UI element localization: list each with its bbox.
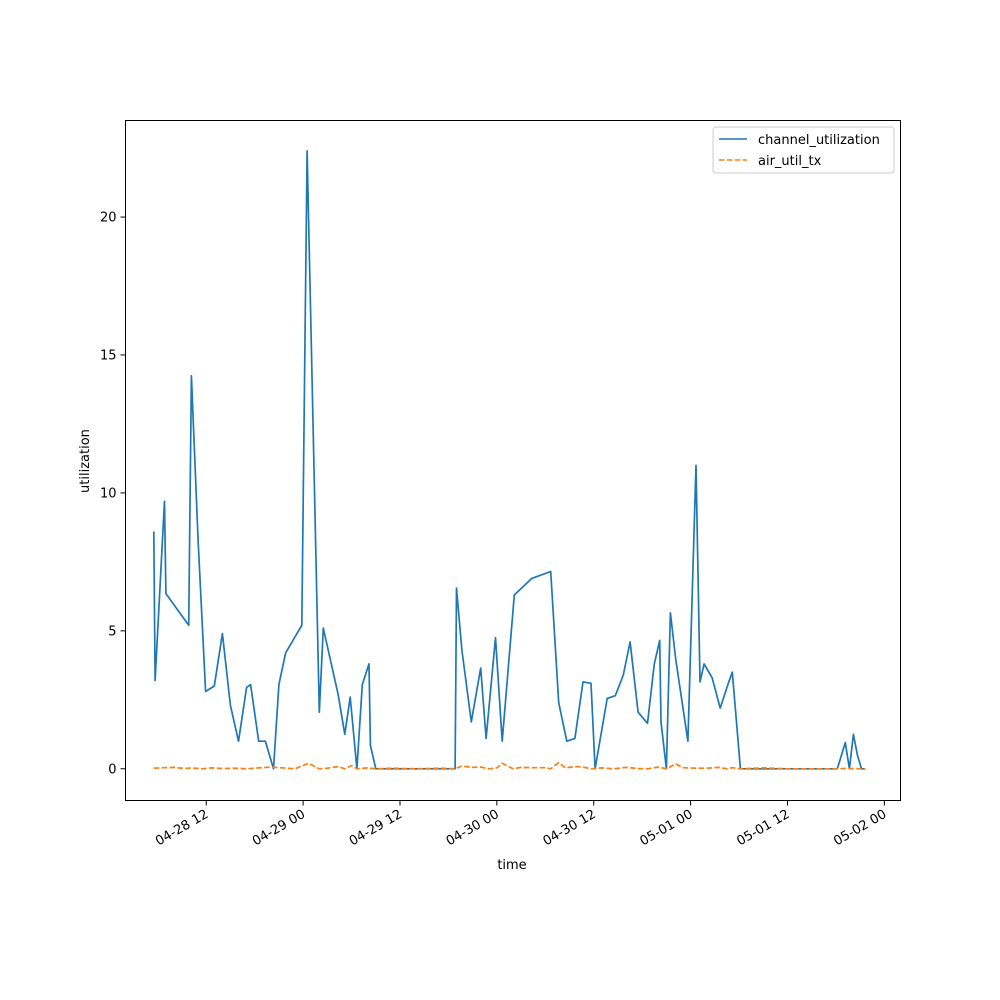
x-axis-ticks: 04-28 12 04-29 00 04-29 12 04-30 00 04-30 12…: [153, 800, 889, 849]
x-tick-label: 05-01 00: [637, 807, 695, 849]
x-tick-label: 04-30 00: [444, 807, 502, 849]
y-tick-label: 0: [108, 762, 116, 777]
series-line-channel-utilization: [152, 149, 866, 770]
legend-box: [712, 126, 895, 174]
plot-frame: [125, 120, 901, 801]
y-tick-label: 20: [100, 211, 117, 226]
x-tick-label: 04-28 12: [153, 807, 211, 849]
x-tick-label: 04-29 12: [347, 807, 405, 849]
y-axis-label: utilization: [78, 429, 93, 493]
x-axis-label: time: [497, 858, 526, 873]
series-line-air-util-tx: [153, 761, 866, 770]
y-axis-ticks: 0 5 10 15 20: [100, 211, 126, 777]
legend: channel_utilization air_util_tx: [712, 126, 895, 174]
legend-label-air-util-tx: air_util_tx: [758, 154, 822, 169]
plot-lines: [152, 149, 866, 770]
x-tick-label: 05-01 12: [734, 807, 792, 849]
y-tick-label: 10: [100, 486, 117, 501]
legend-label-channel-utilization: channel_utilization: [758, 133, 880, 148]
x-tick-label: 04-29 00: [250, 807, 308, 849]
x-tick-label: 05-02 00: [831, 807, 889, 849]
y-tick-label: 15: [100, 348, 117, 363]
y-tick-label: 5: [108, 624, 116, 639]
x-tick-label: 04-30 12: [541, 807, 599, 849]
